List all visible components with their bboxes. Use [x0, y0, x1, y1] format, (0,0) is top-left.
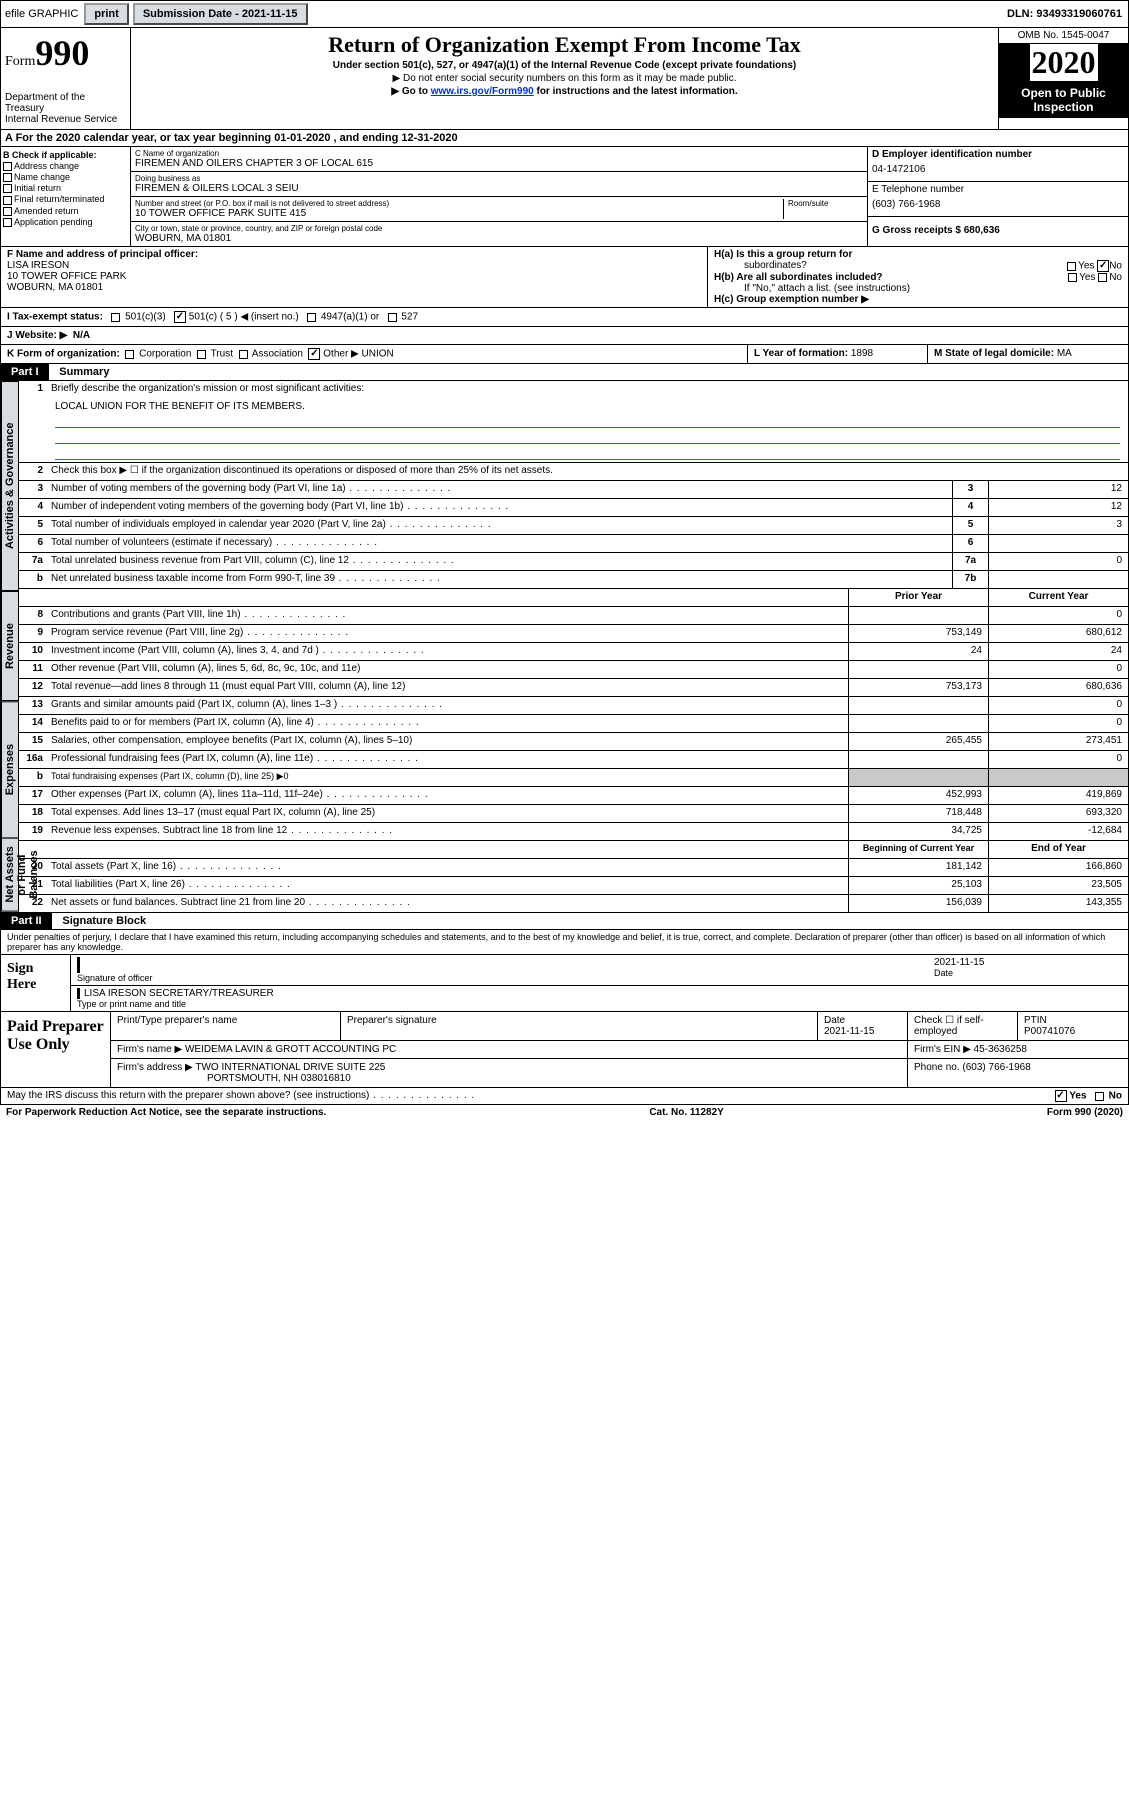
tab-governance: Activities & Governance — [1, 381, 19, 591]
group-return: H(a) Is this a group return for subordin… — [708, 247, 1128, 307]
checkbox-icon[interactable] — [1095, 1092, 1104, 1101]
sign-date: 2021-11-15 — [934, 957, 1122, 968]
tab-expenses: Expenses — [1, 701, 19, 838]
tax-exempt-status: I Tax-exempt status: 501(c)(3) ✓ 501(c) … — [0, 308, 1129, 327]
header-left: Form990 Department of the Treasury Inter… — [1, 28, 131, 129]
website-value: N/A — [73, 330, 90, 341]
summary-section: Activities & Governance Revenue Expenses… — [0, 381, 1129, 913]
checkbox-icon[interactable] — [125, 350, 134, 359]
checkbox-icon[interactable] — [3, 196, 12, 205]
checkbox-icon[interactable] — [1098, 273, 1107, 282]
line-4-value: 12 — [988, 499, 1128, 516]
row-a-tax-year: A For the 2020 calendar year, or tax yea… — [0, 130, 1129, 147]
submission-date-button[interactable]: Submission Date - 2021-11-15 — [133, 3, 308, 25]
penalties-text: Under penalties of perjury, I declare th… — [0, 930, 1129, 955]
header-mid: Return of Organization Exempt From Incom… — [131, 28, 998, 129]
print-button[interactable]: print — [84, 3, 128, 25]
form-title: Return of Organization Exempt From Incom… — [135, 32, 994, 58]
efile-label: efile GRAPHIC — [1, 8, 82, 20]
part-1-header: Part I Summary — [0, 364, 1129, 381]
cat-no: Cat. No. 11282Y — [649, 1107, 723, 1118]
paid-preparer-block: Paid Preparer Use Only Print/Type prepar… — [0, 1012, 1129, 1088]
dept-treasury: Department of the Treasury — [5, 92, 126, 114]
omb-number: OMB No. 1545-0047 — [999, 28, 1128, 44]
irs-link[interactable]: www.irs.gov/Form990 — [431, 86, 534, 97]
checkbox-icon[interactable] — [1068, 273, 1077, 282]
website-row: J Website: ▶ N/A — [0, 327, 1129, 345]
discuss-row: May the IRS discuss this return with the… — [0, 1088, 1129, 1105]
form-header: Form990 Department of the Treasury Inter… — [0, 28, 1129, 130]
header-right: OMB No. 1545-0047 2020 Open to Public In… — [998, 28, 1128, 129]
line-5-value: 3 — [988, 517, 1128, 534]
checkbox-icon[interactable] — [3, 218, 12, 227]
org-city: WOBURN, MA 01801 — [135, 233, 863, 244]
col-c-org-info: C Name of organization FIREMEN AND OILER… — [131, 147, 868, 246]
tab-revenue: Revenue — [1, 591, 19, 701]
row-klm: K Form of organization: Corporation Trus… — [0, 345, 1129, 364]
line-6-value — [988, 535, 1128, 552]
tax-year: 2020 — [1030, 44, 1098, 81]
form-subtitle-2: ▶ Do not enter social security numbers o… — [135, 73, 994, 84]
checkbox-icon[interactable] — [3, 162, 12, 171]
dln-label: DLN: 93493319060761 — [1007, 8, 1128, 20]
checkbox-icon[interactable] — [197, 350, 206, 359]
checkbox-icon[interactable] — [111, 313, 120, 322]
part-2-header: Part II Signature Block — [0, 913, 1129, 930]
firm-ein: 45-3636258 — [974, 1044, 1027, 1055]
line-7a-value: 0 — [988, 553, 1128, 570]
checkbox-checked-icon[interactable]: ✓ — [1055, 1090, 1067, 1102]
section-bcd: B Check if applicable: Address change Na… — [0, 147, 1129, 247]
checkbox-icon[interactable] — [3, 207, 12, 216]
line-7b-value — [988, 571, 1128, 588]
section-fh: F Name and address of principal officer:… — [0, 247, 1129, 308]
form-version: Form 990 (2020) — [1047, 1107, 1123, 1118]
year-formation: 1898 — [851, 348, 873, 359]
gross-receipts: G Gross receipts $ 680,636 — [868, 217, 1128, 244]
tab-net-assets: Net Assets or Fund Balances — [1, 838, 19, 912]
mission-text: LOCAL UNION FOR THE BENEFIT OF ITS MEMBE… — [19, 399, 1128, 462]
officer-name: LISA IRESON SECRETARY/TREASURER — [84, 988, 1122, 999]
form-subtitle-1: Under section 501(c), 527, or 4947(a)(1)… — [135, 60, 994, 71]
firm-phone: (603) 766-1968 — [962, 1062, 1030, 1073]
footer-row: For Paperwork Reduction Act Notice, see … — [0, 1105, 1129, 1120]
sign-here-block: Sign Here Signature of officer 2021-11-1… — [0, 955, 1129, 1012]
org-address: 10 TOWER OFFICE PARK SUITE 415 — [135, 208, 783, 219]
form-prefix: Form — [5, 54, 35, 69]
line-3-value: 12 — [988, 481, 1128, 498]
efile-topbar: efile GRAPHIC print Submission Date - 20… — [0, 0, 1129, 28]
checkbox-icon[interactable] — [239, 350, 248, 359]
irs-label: Internal Revenue Service — [5, 114, 126, 125]
summary-body: 1Briefly describe the organization's mis… — [19, 381, 1128, 912]
open-to-public: Open to Public Inspection — [999, 82, 1128, 118]
form-subtitle-3: ▶ Go to www.irs.gov/Form990 for instruct… — [135, 86, 994, 97]
checkbox-icon[interactable] — [3, 184, 12, 193]
checkbox-icon[interactable] — [307, 313, 316, 322]
telephone-value: (603) 766-1968 — [872, 195, 1124, 214]
form-number: 990 — [35, 33, 89, 73]
checkbox-checked-icon[interactable]: ✓ — [1097, 260, 1109, 272]
checkbox-checked-icon[interactable]: ✓ — [174, 311, 186, 323]
checkbox-icon[interactable] — [3, 173, 12, 182]
checkbox-icon[interactable] — [388, 313, 397, 322]
dba-name: FIREMEN & OILERS LOCAL 3 SEIU — [135, 183, 863, 194]
firm-name: WEIDEMA LAVIN & GROTT ACCOUNTING PC — [185, 1044, 396, 1055]
col-b-checkboxes: B Check if applicable: Address change Na… — [1, 147, 131, 246]
ptin-value: P00741076 — [1024, 1026, 1075, 1037]
col-d-ein-tel: D Employer identification number 04-1472… — [868, 147, 1128, 246]
checkbox-checked-icon[interactable]: ✓ — [308, 348, 320, 360]
principal-officer: F Name and address of principal officer:… — [1, 247, 708, 307]
state-domicile: MA — [1057, 348, 1072, 359]
ein-value: 04-1472106 — [872, 160, 1124, 179]
checkbox-icon[interactable] — [1067, 262, 1076, 271]
org-name: FIREMEN AND OILERS CHAPTER 3 OF LOCAL 61… — [135, 158, 863, 169]
